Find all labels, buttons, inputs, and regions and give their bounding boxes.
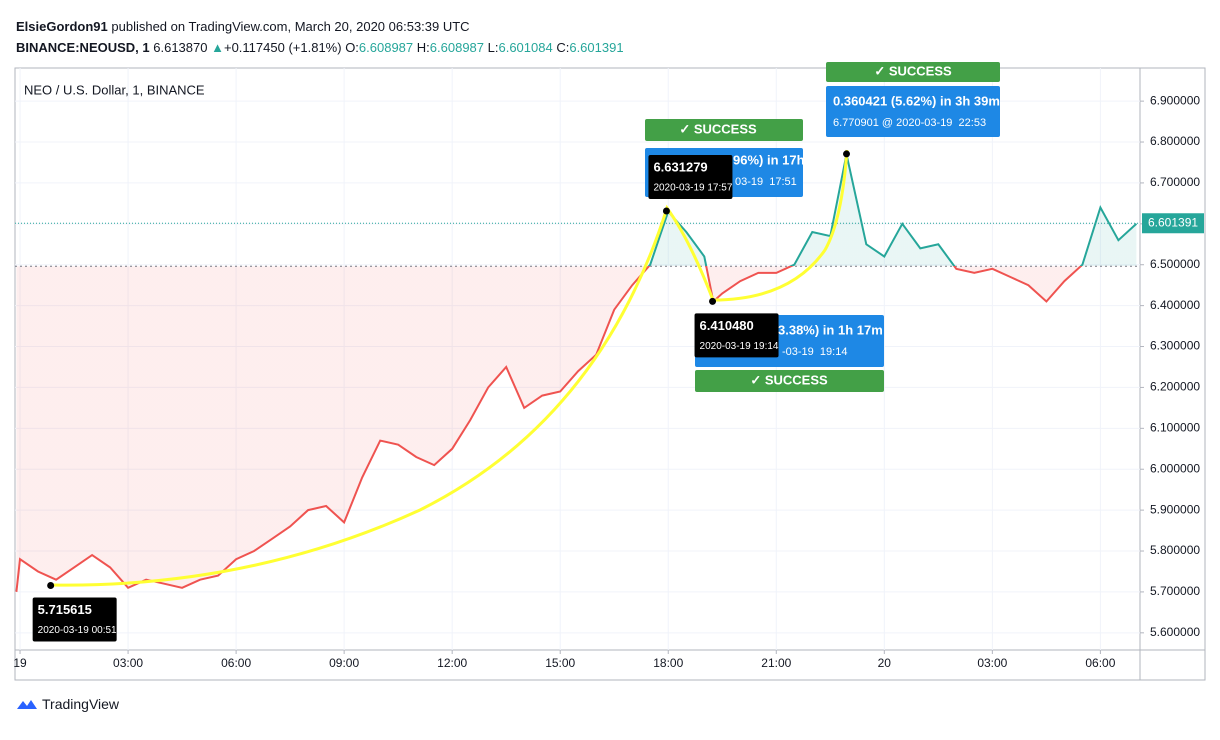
callout-line: -03-19 19:14 (782, 346, 847, 358)
callout-box (826, 86, 1000, 137)
callout-line: 03-19 17:51 (735, 176, 797, 188)
y-tick-label: 6.500000 (1150, 257, 1200, 271)
published: published on TradingView.com, March 20, … (111, 19, 470, 34)
x-tick-label: 20 (878, 656, 892, 670)
y-tick-label: 5.800000 (1150, 543, 1200, 557)
ohlc-value: 6.608987 (358, 40, 414, 55)
frame (14, 67, 1206, 681)
ohlc-value: 6.608987 (429, 40, 485, 55)
success-label: ✓ SUCCESS (750, 372, 828, 387)
callout-line: 96%) in 17h (733, 152, 805, 167)
logo (17, 700, 37, 709)
ohlc-value: 6.601084 (498, 40, 553, 55)
callout-line: 3.38%) in 1h 17m (778, 322, 883, 337)
last: 6.613870 (153, 40, 208, 55)
brand: TradingView (42, 696, 120, 712)
callout-line: 6.770901 @ 2020-03-19 22:53 (833, 117, 986, 129)
ohlc-value: 6.601391 (569, 40, 624, 55)
success-box (645, 119, 803, 141)
ohlc: O:6.608987 H:6.608987 L:6.601084 C:6.601… (345, 40, 627, 55)
marker-box (32, 597, 117, 642)
x-tick-label: 09:00 (329, 656, 359, 670)
marker-date: 2020-03-19 19:14 (700, 341, 779, 352)
marker-point (709, 297, 717, 305)
marker-box (648, 155, 733, 200)
marker-box (694, 313, 779, 358)
footer: TradingView (16, 696, 119, 712)
y-tick-label: 5.600000 (1150, 625, 1200, 639)
drawn-curve (51, 149, 849, 587)
y-tick-label: 6.100000 (1150, 420, 1200, 434)
x-tick-label: 18:00 (653, 656, 683, 670)
callout-line: 0.360421 (5.62%) in 3h 39m (833, 93, 1000, 108)
author: ElsieGordon91 (16, 19, 108, 34)
y-tick-label: 6.800000 (1150, 134, 1200, 148)
marker-point (47, 582, 55, 590)
marker-point (843, 150, 851, 158)
x-tick-label: 12:00 (437, 656, 467, 670)
last-price-label: 6.601391 (1148, 215, 1198, 229)
callout: ✓ SUCCESS 0.360421 (5.62%) in 3h 39m 6.7… (826, 62, 1000, 137)
y-tick-label: 6.300000 (1150, 339, 1200, 353)
marker-price: 6.410480 (700, 318, 754, 333)
last-price-box (1142, 213, 1204, 234)
marker-price: 6.631279 (653, 159, 707, 174)
chart-title: NEO / U.S. Dollar, 1, BINANCE (24, 82, 205, 97)
success-label: ✓ SUCCESS (874, 63, 952, 78)
x-tick-label: 03:00 (977, 656, 1007, 670)
y-tick-label: 5.700000 (1150, 584, 1200, 598)
y-tick-label: 6.000000 (1150, 461, 1200, 475)
y-tick-label: 6.200000 (1150, 380, 1200, 394)
success-box (826, 62, 1000, 82)
success-box (695, 370, 884, 392)
ohlc-label: H: (416, 40, 430, 55)
marker-price: 5.715615 (38, 602, 92, 617)
success-label: ✓ SUCCESS (679, 121, 757, 136)
header-quote: BINANCE:NEOUSD, 1 6.613870 ▲+0.117450 (+… (16, 40, 627, 55)
x-tick-label: 03:00 (113, 656, 143, 670)
marker-date: 2020-03-19 17:57 (653, 183, 732, 194)
symbol: BINANCE:NEOUSD, 1 (16, 40, 150, 55)
marker-point (662, 207, 670, 215)
x-tick-label: 06:00 (1085, 656, 1115, 670)
x-tick-label: 15:00 (545, 656, 575, 670)
ohlc-label: O: (345, 40, 359, 55)
arrow: ▲ (211, 40, 224, 55)
x-tick-label: 19 (13, 656, 27, 670)
y-tick-label: 6.900000 (1150, 93, 1200, 107)
change: +0.117450 (+1.81%) (223, 40, 342, 55)
x-tick-label: 06:00 (221, 656, 251, 670)
ohlc-label: L: (487, 40, 499, 55)
price-line (15, 154, 1138, 593)
marker-date: 2020-03-19 00:51 (38, 625, 117, 636)
y-tick-label: 5.900000 (1150, 502, 1200, 516)
y-tick-label: 6.700000 (1150, 175, 1200, 189)
x-tick-label: 21:00 (761, 656, 791, 670)
ohlc-label: C: (556, 40, 570, 55)
y-tick-label: 6.400000 (1150, 298, 1200, 312)
header-line: ElsieGordon91 published on TradingView.c… (16, 19, 470, 34)
